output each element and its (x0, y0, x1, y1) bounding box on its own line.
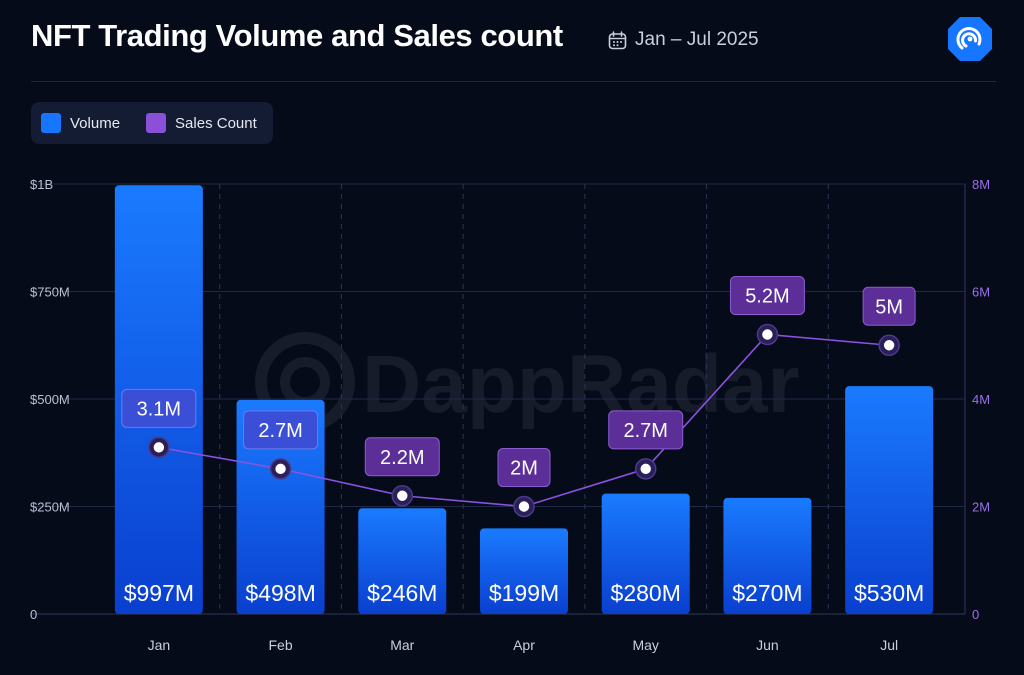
bar-volume-may (601, 493, 690, 614)
date-range: Jan – Jul 2025 (608, 27, 759, 53)
sales-point-dot (762, 329, 773, 340)
sales-value-label: 2M (510, 458, 538, 480)
bar-value-label: $280M (611, 580, 681, 606)
left-axis-tick-label: $500M (30, 392, 70, 407)
watermark: DappRadar (255, 332, 799, 432)
sales-point-jul: 5M (862, 286, 916, 356)
sales-value-label: 3.1M (137, 398, 181, 420)
bar-volume-apr (480, 528, 568, 614)
watermark-logo-inner (280, 357, 330, 407)
sales-point-dot (275, 463, 286, 475)
dappradar-logo-icon (946, 15, 994, 63)
bar-value-label: $246M (367, 580, 437, 606)
sales-point-jan: 3.1M (121, 388, 197, 459)
x-axis-label-jun: Jun (756, 637, 779, 653)
sales-value-label: 2.2M (380, 447, 424, 469)
x-axis-label-jan: Jan (148, 637, 171, 653)
sales-point-apr: 2M (497, 448, 551, 518)
bar-volume-jun (723, 497, 812, 614)
sales-label-box (364, 437, 440, 477)
bar-volume-mar (358, 508, 447, 614)
sales-label-box (243, 410, 319, 450)
sales-label-box (121, 388, 197, 428)
chart-header: NFT Trading Volume and Sales count Jan –… (0, 0, 1024, 82)
sales-value-label: 5M (875, 296, 903, 318)
legend-label-volume: Volume (70, 114, 121, 132)
header-divider (31, 81, 996, 82)
sales-label-box (497, 448, 551, 487)
sales-value-label: 2.7M (623, 420, 667, 442)
legend: Volume Sales Count (31, 102, 273, 144)
x-axis-label-apr: Apr (513, 637, 535, 653)
bar-value-label: $199M (489, 580, 559, 606)
sales-value-label: 2.7M (258, 420, 302, 442)
date-range-label: Jan – Jul 2025 (635, 29, 759, 50)
bar-volume-feb (236, 399, 325, 614)
legend-item-sales-count[interactable]: Sales Count (146, 113, 257, 133)
sales-point-dot (640, 463, 651, 475)
right-axis-tick-label: 8M (972, 177, 990, 192)
sales-label-box (608, 410, 684, 450)
legend-swatch-sales (146, 113, 167, 133)
left-axis-tick-label: $750M (30, 285, 70, 300)
legend-label-sales: Sales Count (175, 114, 257, 132)
chart-title: NFT Trading Volume and Sales count (31, 18, 563, 53)
sales-label-box (729, 276, 805, 315)
bar-volume-jul (845, 386, 934, 614)
right-axis-tick-label: 2M (972, 500, 990, 515)
x-axis-label-feb: Feb (269, 637, 293, 653)
watermark-text: DappRadar (362, 339, 799, 430)
left-axis-tick-label: $1B (30, 177, 53, 192)
calendar-icon (608, 30, 627, 50)
sales-value-label: 5.2M (745, 286, 789, 308)
right-axis-tick-label: 0 (972, 607, 979, 622)
sales-point-dot (397, 490, 408, 501)
x-axis-label-may: May (632, 637, 658, 653)
left-axis-tick-label: $250M (30, 500, 70, 515)
sales-point-mar: 2.2M (364, 437, 440, 507)
sales-point-dot (883, 340, 895, 351)
sales-point-feb: 2.7M (243, 410, 319, 480)
sales-point-jun: 5.2M (729, 276, 805, 346)
x-axis-label-jul: Jul (880, 637, 898, 653)
sales-point-dot (518, 501, 530, 512)
bar-value-label: $498M (245, 580, 315, 606)
legend-swatch-volume (41, 113, 61, 133)
x-axis-label-mar: Mar (390, 637, 414, 653)
sales-point-dot (153, 442, 165, 453)
sales-label-box (862, 286, 916, 326)
right-axis-tick-label: 6M (972, 285, 990, 300)
bar-value-label: $270M (732, 580, 802, 606)
legend-item-volume[interactable]: Volume (41, 113, 120, 133)
bar-value-label: $997M (124, 580, 194, 606)
sales-point-may: 2.7M (608, 410, 684, 480)
right-axis-tick-label: 4M (972, 392, 990, 407)
bar-value-label: $530M (854, 580, 924, 606)
left-axis-tick-label: 0 (30, 607, 37, 622)
